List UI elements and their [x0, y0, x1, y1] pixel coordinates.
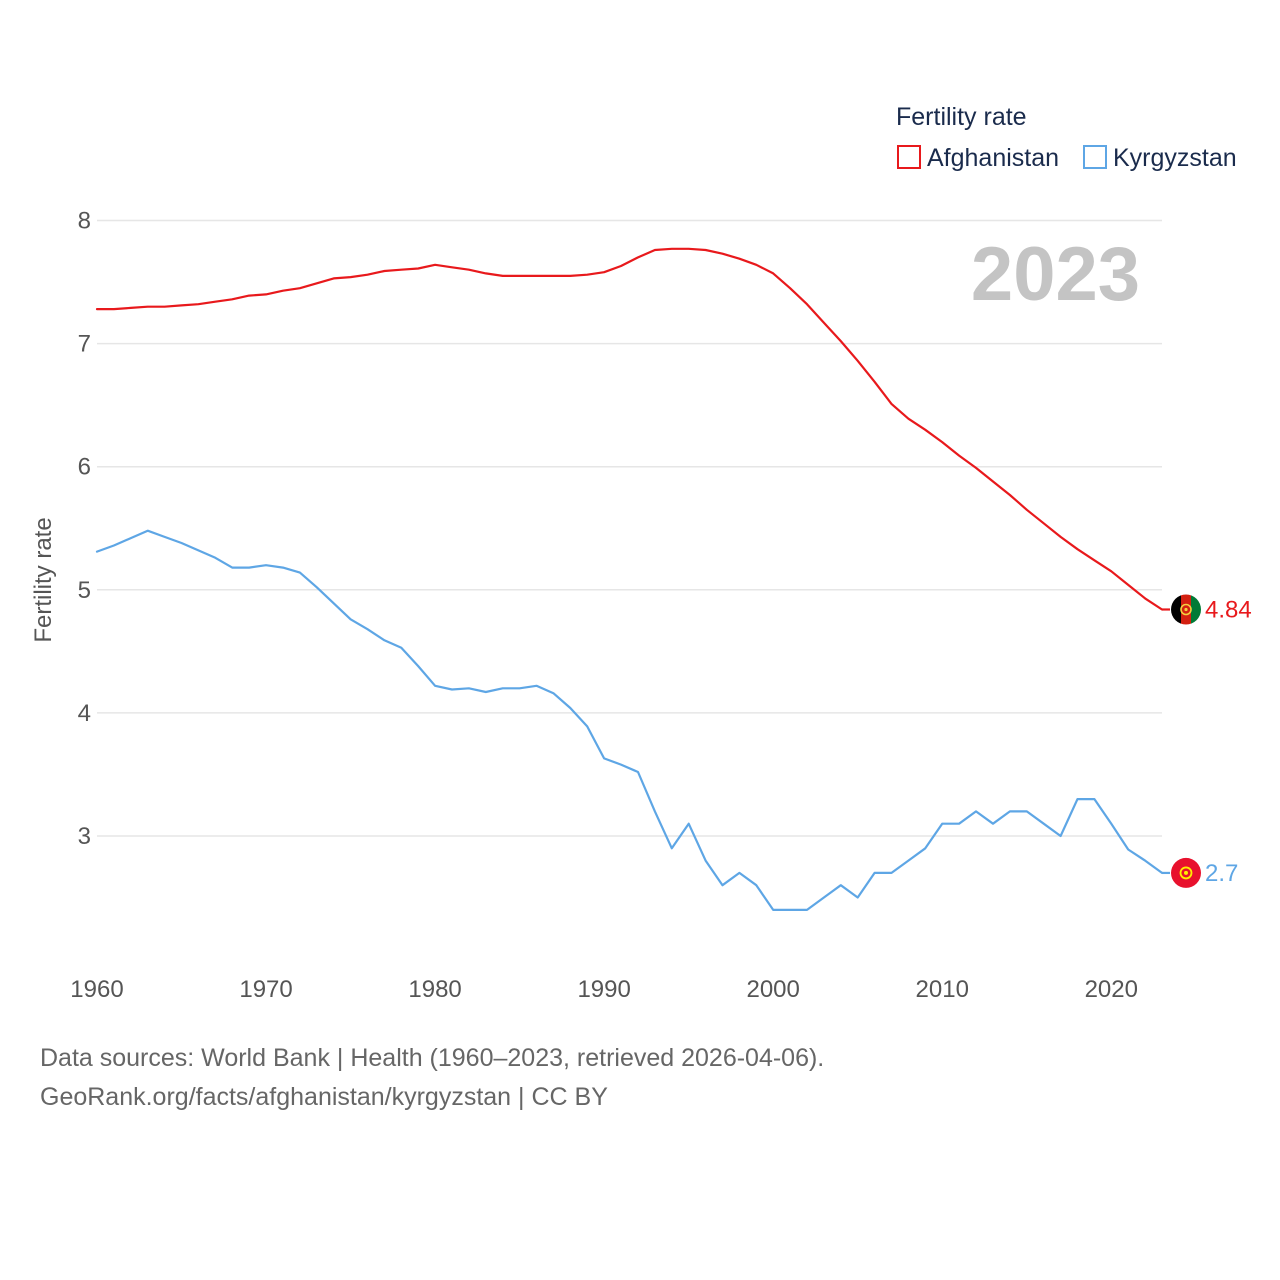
x-tick-1990: 1990: [577, 976, 630, 1003]
series-lines: [95, 247, 1164, 912]
x-tick-2010: 2010: [916, 976, 969, 1003]
y-axis-ticks: 3 4 5 6 7 8: [78, 208, 91, 851]
y-tick-7: 7: [78, 331, 91, 358]
y-tick-8: 8: [78, 208, 91, 235]
gridlines: [97, 219, 1162, 837]
legend: Fertility rate Afghanistan Kyrgyzstan: [896, 103, 1237, 172]
y-tick-4: 4: [78, 700, 91, 727]
x-tick-1960: 1960: [70, 976, 123, 1003]
legend-label-afghanistan: Afghanistan: [927, 144, 1059, 172]
year-watermark: 2023: [971, 232, 1140, 317]
end-value-kyrgyzstan: 2.7: [1205, 860, 1238, 887]
series-line-kyrgyzstan[interactable]: [95, 529, 1164, 912]
series-line-afghanistan[interactable]: [95, 247, 1164, 611]
y-axis-label: Fertility rate: [30, 517, 57, 642]
y-tick-6: 6: [78, 454, 91, 481]
legend-item-afghanistan[interactable]: Afghanistan: [897, 144, 1059, 172]
footer-sources: Data sources: World Bank | Health (1960–…: [40, 1044, 825, 1072]
legend-swatch-afghanistan: [897, 145, 921, 169]
x-axis-ticks: 1960 1970 1980 1990 2000 2010 2020: [70, 976, 1138, 1003]
kyrgyzstan-flag-icon: [1171, 857, 1201, 888]
y-tick-5: 5: [78, 577, 91, 604]
footer-attribution[interactable]: GeoRank.org/facts/afghanistan/kyrgyzstan…: [40, 1083, 608, 1111]
end-value-afghanistan: 4.84: [1205, 596, 1252, 623]
afghanistan-flag-icon: [1171, 594, 1201, 625]
legend-swatch-kyrgyzstan: [1083, 145, 1107, 169]
x-tick-2000: 2000: [746, 976, 799, 1003]
x-tick-2020: 2020: [1085, 976, 1138, 1003]
x-tick-1980: 1980: [408, 976, 461, 1003]
legend-label-kyrgyzstan: Kyrgyzstan: [1113, 144, 1237, 172]
series-end-markers: 4.84 2.7: [1162, 594, 1252, 888]
legend-title: Fertility rate: [896, 103, 1027, 131]
legend-item-kyrgyzstan[interactable]: Kyrgyzstan: [1083, 144, 1237, 172]
y-tick-3: 3: [78, 823, 91, 850]
x-tick-1970: 1970: [239, 976, 292, 1003]
